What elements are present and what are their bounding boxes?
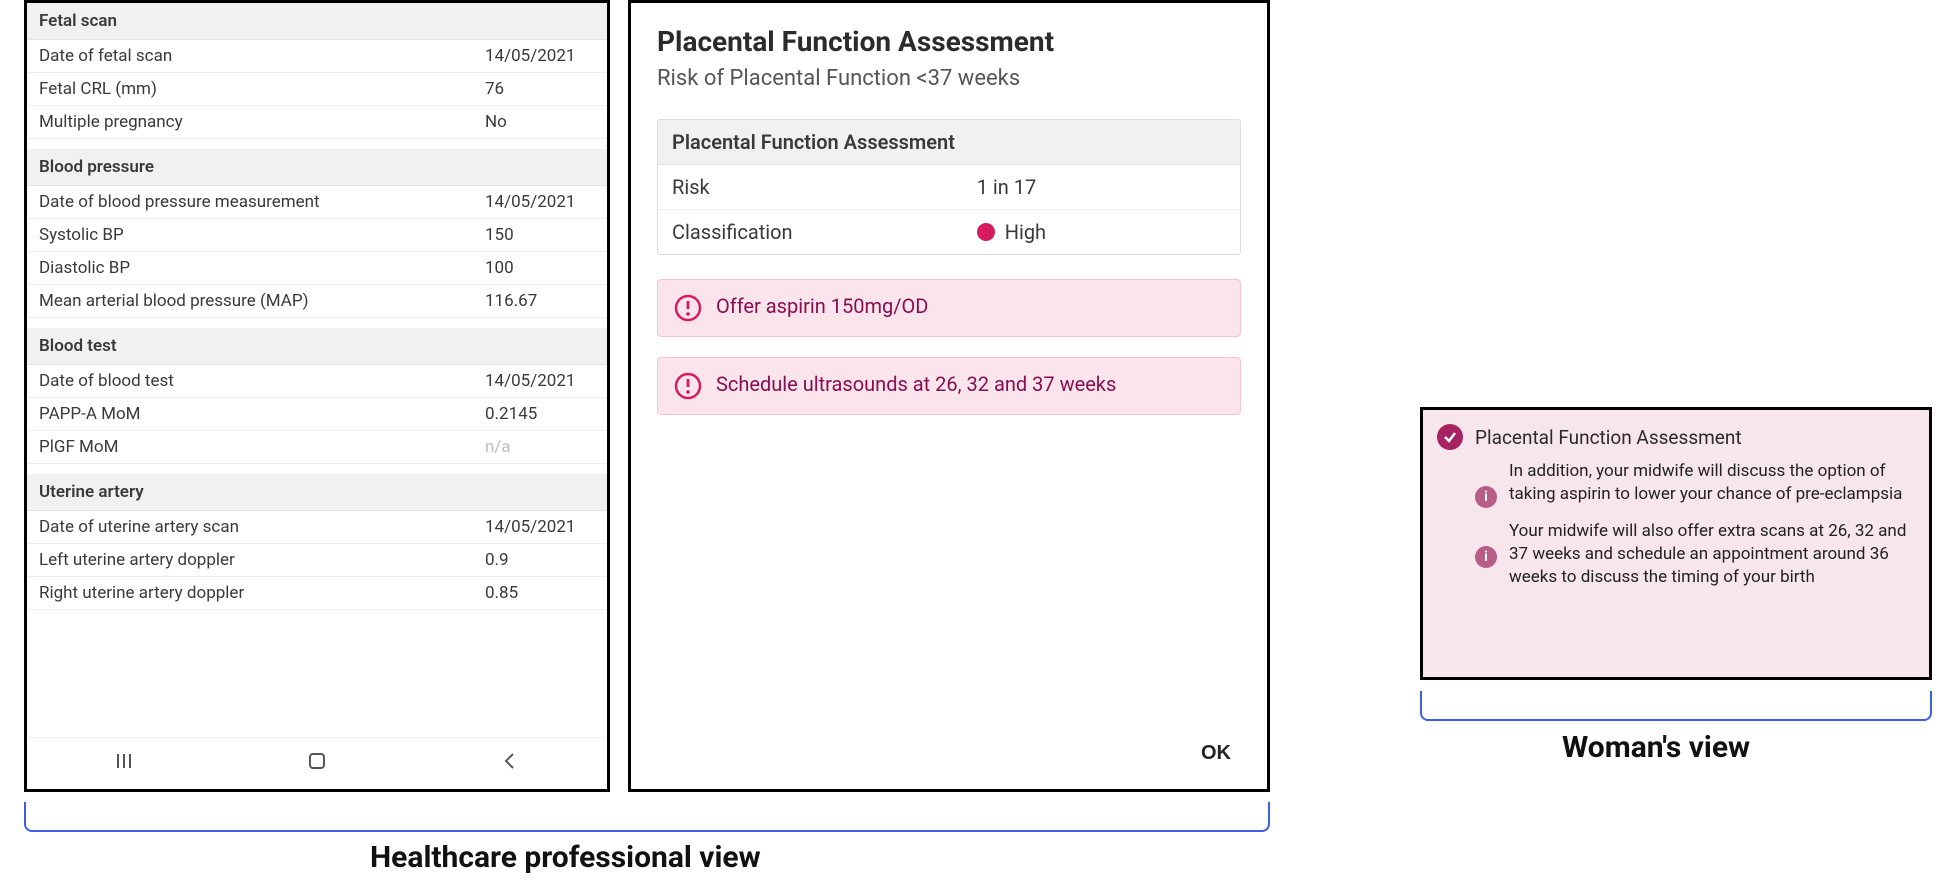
data-row: Diastolic BP100 — [27, 252, 607, 285]
nav-recent-icon[interactable] — [113, 750, 135, 778]
alert-icon — [674, 372, 702, 400]
patient-info-text: Your midwife will also offer extra scans… — [1509, 520, 1915, 589]
assessment-title: Placental Function Assessment — [657, 25, 1241, 58]
patient-view-panel: Placental Function Assessment i In addit… — [1420, 407, 1932, 680]
row-label: Multiple pregnancy — [39, 112, 485, 132]
row-value: 14/05/2021 — [485, 517, 595, 537]
section-gap — [27, 318, 607, 328]
patient-info-row: i Your midwife will also offer extra sca… — [1437, 520, 1915, 589]
row-value: 14/05/2021 — [485, 192, 595, 212]
data-row: Date of blood pressure measurement14/05/… — [27, 186, 607, 219]
row-value: 116.67 — [485, 291, 595, 311]
data-row: Multiple pregnancyNo — [27, 106, 607, 139]
bracket-right — [1420, 691, 1932, 721]
section-gap — [27, 464, 607, 474]
data-row: Date of blood test14/05/2021 — [27, 365, 607, 398]
section-header: Fetal scan — [27, 3, 607, 40]
row-label: Date of blood test — [39, 371, 485, 391]
risk-value: 1 in 17 — [977, 175, 1037, 199]
patient-info-row: i In addition, your midwife will discuss… — [1437, 460, 1915, 508]
assessment-card-header: Placental Function Assessment — [658, 120, 1240, 165]
check-icon — [1437, 424, 1463, 450]
nav-home-icon[interactable] — [306, 750, 328, 778]
info-icon: i — [1475, 486, 1497, 508]
section-header: Blood pressure — [27, 149, 607, 186]
data-row: Left uterine artery doppler0.9 — [27, 544, 607, 577]
caption-professional: Healthcare professional view — [370, 840, 761, 875]
row-label: Date of uterine artery scan — [39, 517, 485, 537]
classification-dot-icon — [977, 223, 995, 241]
data-row: Fetal CRL (mm)76 — [27, 73, 607, 106]
alert-icon — [674, 294, 702, 322]
row-value: 0.85 — [485, 583, 595, 603]
classification-row: Classification High — [658, 210, 1240, 254]
patient-view-header: Placental Function Assessment — [1437, 424, 1915, 450]
row-label: Diastolic BP — [39, 258, 485, 278]
data-row: Systolic BP150 — [27, 219, 607, 252]
row-value: 14/05/2021 — [485, 371, 595, 391]
info-icon: i — [1475, 546, 1497, 568]
row-label: Right uterine artery doppler — [39, 583, 485, 603]
caption-woman: Woman's view — [1562, 730, 1750, 765]
data-row: Date of fetal scan14/05/2021 — [27, 40, 607, 73]
patient-view-title: Placental Function Assessment — [1475, 426, 1742, 449]
data-row: PlGF MoMn/a — [27, 431, 607, 464]
data-row: PAPP-A MoM0.2145 — [27, 398, 607, 431]
row-value: n/a — [485, 437, 595, 457]
row-label: PlGF MoM — [39, 437, 485, 457]
row-value: 0.9 — [485, 550, 595, 570]
nav-back-icon[interactable] — [499, 750, 521, 778]
ok-button[interactable]: OK — [1191, 736, 1241, 771]
recommendation-alert: Offer aspirin 150mg/OD — [657, 279, 1241, 337]
classification-value: High — [1005, 220, 1046, 244]
row-label: Date of fetal scan — [39, 46, 485, 66]
clinical-sections: Fetal scanDate of fetal scan14/05/2021Fe… — [27, 3, 607, 610]
data-row: Date of uterine artery scan14/05/2021 — [27, 511, 607, 544]
risk-label: Risk — [672, 175, 977, 199]
bracket-left — [24, 802, 1270, 832]
assessment-card: Placental Function Assessment Risk 1 in … — [657, 119, 1241, 255]
recommendation-alert: Schedule ultrasounds at 26, 32 and 37 we… — [657, 357, 1241, 415]
section-header: Blood test — [27, 328, 607, 365]
row-value: 76 — [485, 79, 595, 99]
recommendation-text: Schedule ultrasounds at 26, 32 and 37 we… — [716, 372, 1116, 396]
risk-row: Risk 1 in 17 — [658, 165, 1240, 210]
risk-assessment-panel: Placental Function Assessment Risk of Pl… — [628, 0, 1270, 792]
row-label: Fetal CRL (mm) — [39, 79, 485, 99]
section-gap — [27, 139, 607, 149]
data-row: Mean arterial blood pressure (MAP)116.67 — [27, 285, 607, 318]
row-value: 100 — [485, 258, 595, 278]
patient-info-text: In addition, your midwife will discuss t… — [1509, 460, 1915, 506]
row-value: No — [485, 112, 595, 132]
row-label: PAPP-A MoM — [39, 404, 485, 424]
row-value: 14/05/2021 — [485, 46, 595, 66]
data-row: Right uterine artery doppler0.85 — [27, 577, 607, 610]
row-label: Mean arterial blood pressure (MAP) — [39, 291, 485, 311]
recommendation-text: Offer aspirin 150mg/OD — [716, 294, 928, 318]
row-label: Left uterine artery doppler — [39, 550, 485, 570]
row-value: 0.2145 — [485, 404, 595, 424]
assessment-subtitle: Risk of Placental Function <37 weeks — [657, 66, 1241, 91]
row-label: Systolic BP — [39, 225, 485, 245]
android-nav-bar — [27, 737, 607, 789]
section-header: Uterine artery — [27, 474, 607, 511]
row-label: Date of blood pressure measurement — [39, 192, 485, 212]
clinical-data-panel: Fetal scanDate of fetal scan14/05/2021Fe… — [24, 0, 610, 792]
row-value: 150 — [485, 225, 595, 245]
classification-label: Classification — [672, 220, 977, 244]
